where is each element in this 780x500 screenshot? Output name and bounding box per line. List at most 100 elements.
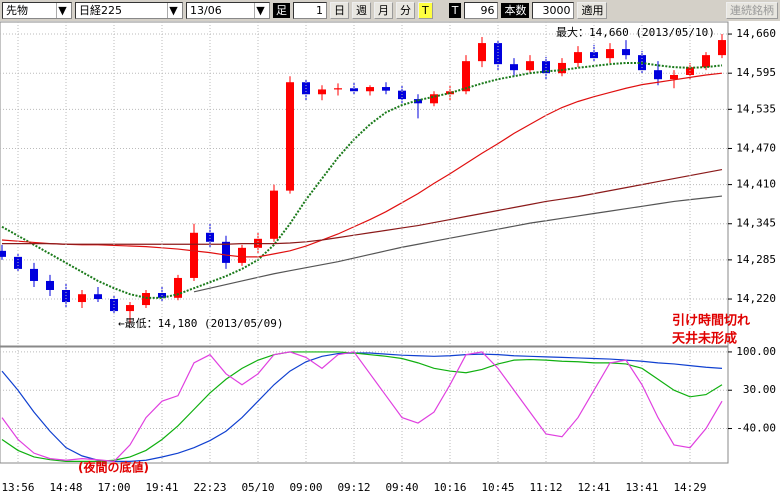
market-select[interactable]: 先物 ▼ (2, 2, 72, 19)
minute-button[interactable]: 分 (396, 2, 415, 19)
y-tick-label: 14,595 (736, 66, 776, 79)
x-tick-label: 09:00 (289, 481, 322, 494)
candle-body (462, 61, 470, 92)
y-tick-label: 14,220 (736, 292, 776, 305)
candle-body (62, 289, 70, 303)
interval[interactable]: 1 (293, 2, 327, 19)
candle-body (190, 232, 198, 278)
x-tick-label: 05/10 (241, 481, 274, 494)
candle-body (718, 40, 726, 56)
apply-button[interactable]: 適用 (577, 2, 608, 19)
candle-body (238, 247, 246, 263)
y-tick-label: 14,660 (736, 27, 776, 40)
note: 引け時間切れ (672, 313, 750, 329)
note: 天井未形成 (672, 331, 737, 347)
candle-body (206, 232, 214, 242)
x-tick-label: 09:12 (337, 481, 370, 494)
market: 先物 (6, 4, 28, 17)
index-select[interactable]: 日経225 ▼ (75, 2, 183, 19)
night-bottom-note: (夜間の底値) (78, 460, 149, 475)
price-plot (0, 22, 728, 346)
month: 13/06 (190, 4, 222, 17)
y-tick-label: 100.00 (736, 345, 776, 358)
candle-body (94, 294, 102, 300)
series-line (1, 352, 723, 462)
y-tick-label: 30.00 (743, 383, 776, 396)
y-tick-label: 14,285 (736, 253, 776, 266)
oscillator-plot (0, 347, 728, 463)
t-label: T (448, 3, 462, 18)
candle-body (478, 43, 486, 62)
candle-body (654, 70, 662, 80)
x-tick-label: 14:29 (673, 481, 706, 494)
series-line (1, 72, 723, 258)
candle-body (222, 241, 230, 263)
candle-body (686, 67, 694, 75)
x-tick-label: 12:41 (577, 481, 610, 494)
index: 日経225 (79, 4, 122, 17)
candle-body (510, 64, 518, 71)
count-label: 本数 (501, 3, 530, 18)
candle-body (430, 94, 438, 104)
y-tick-label: 14,410 (736, 178, 776, 191)
week-button[interactable]: 週 (352, 2, 371, 19)
x-tick-label: 13:56 (1, 481, 34, 494)
candle-body (670, 74, 678, 80)
bar-label: 足 (273, 3, 290, 18)
x-tick-label: 22:23 (193, 481, 226, 494)
candle-body (494, 43, 502, 65)
x-tick-label: 13:41 (625, 481, 658, 494)
tick-button[interactable]: T (418, 2, 433, 19)
candle-body (558, 62, 566, 74)
max-label: 最大：14,660 (2013/05/10) (556, 25, 715, 39)
count[interactable]: 3000 (532, 2, 575, 19)
candle-body (606, 49, 614, 59)
candle-body (334, 88, 342, 90)
min-label: ←最低：14,180 (2013/05/09) (118, 317, 283, 330)
oscillator-panel (0, 346, 729, 464)
y-tick-label: 14,470 (736, 141, 776, 154)
x-tick-label: 14:48 (49, 481, 82, 494)
candle-body (702, 55, 710, 68)
axes: 14,660 14,595 14,535 14,470 14,410 14,345 14,2… (1, 27, 776, 494)
candle-body (270, 190, 278, 239)
series-line (1, 351, 723, 462)
month-select[interactable]: 13/06 ▼ (186, 2, 270, 19)
x-tick-label: 09:40 (385, 481, 418, 494)
y-tick-label: 14,535 (736, 102, 776, 115)
candle-body (30, 268, 38, 281)
y-tick-label: 14,345 (736, 217, 776, 230)
candle-body (382, 87, 390, 91)
candle-body (126, 305, 134, 312)
x-tick-label: 11:12 (529, 481, 562, 494)
candle-body (366, 87, 374, 92)
candle-body (46, 280, 54, 290)
candle-body (0, 250, 6, 257)
series-line (193, 195, 723, 293)
series-line (1, 61, 723, 299)
candle-body (318, 89, 326, 95)
x-tick-label: 10:45 (481, 481, 514, 494)
y-tick-label: -40.00 (736, 422, 776, 435)
candle-body (622, 49, 630, 56)
series-line (2, 168, 723, 245)
candle-body (78, 294, 86, 303)
candle-body (142, 293, 150, 306)
x-tick-label: 17:00 (97, 481, 130, 494)
chart: 14,660 14,595 14,535 14,470 14,410 14,345 14,2… (0, 21, 780, 500)
toolbar: 先物 ▼ 日経225 ▼ 13/06 ▼ 足 1 日 週 月 分 T T 96 本数 … (0, 0, 780, 21)
x-tick-label: 10:16 (433, 481, 466, 494)
x-tick-label: 19:41 (145, 481, 178, 494)
series-line (1, 351, 723, 462)
candle-body (350, 88, 358, 92)
t-value[interactable]: 96 (464, 2, 499, 19)
related-button[interactable]: 連続銘柄 (726, 2, 778, 19)
day-button[interactable]: 日 (330, 2, 349, 19)
price-panel (0, 21, 729, 347)
candle-body (286, 82, 294, 191)
candle-body (174, 277, 182, 298)
candle-body (110, 299, 118, 312)
month-button[interactable]: 月 (374, 2, 393, 19)
candle-body (526, 61, 534, 71)
